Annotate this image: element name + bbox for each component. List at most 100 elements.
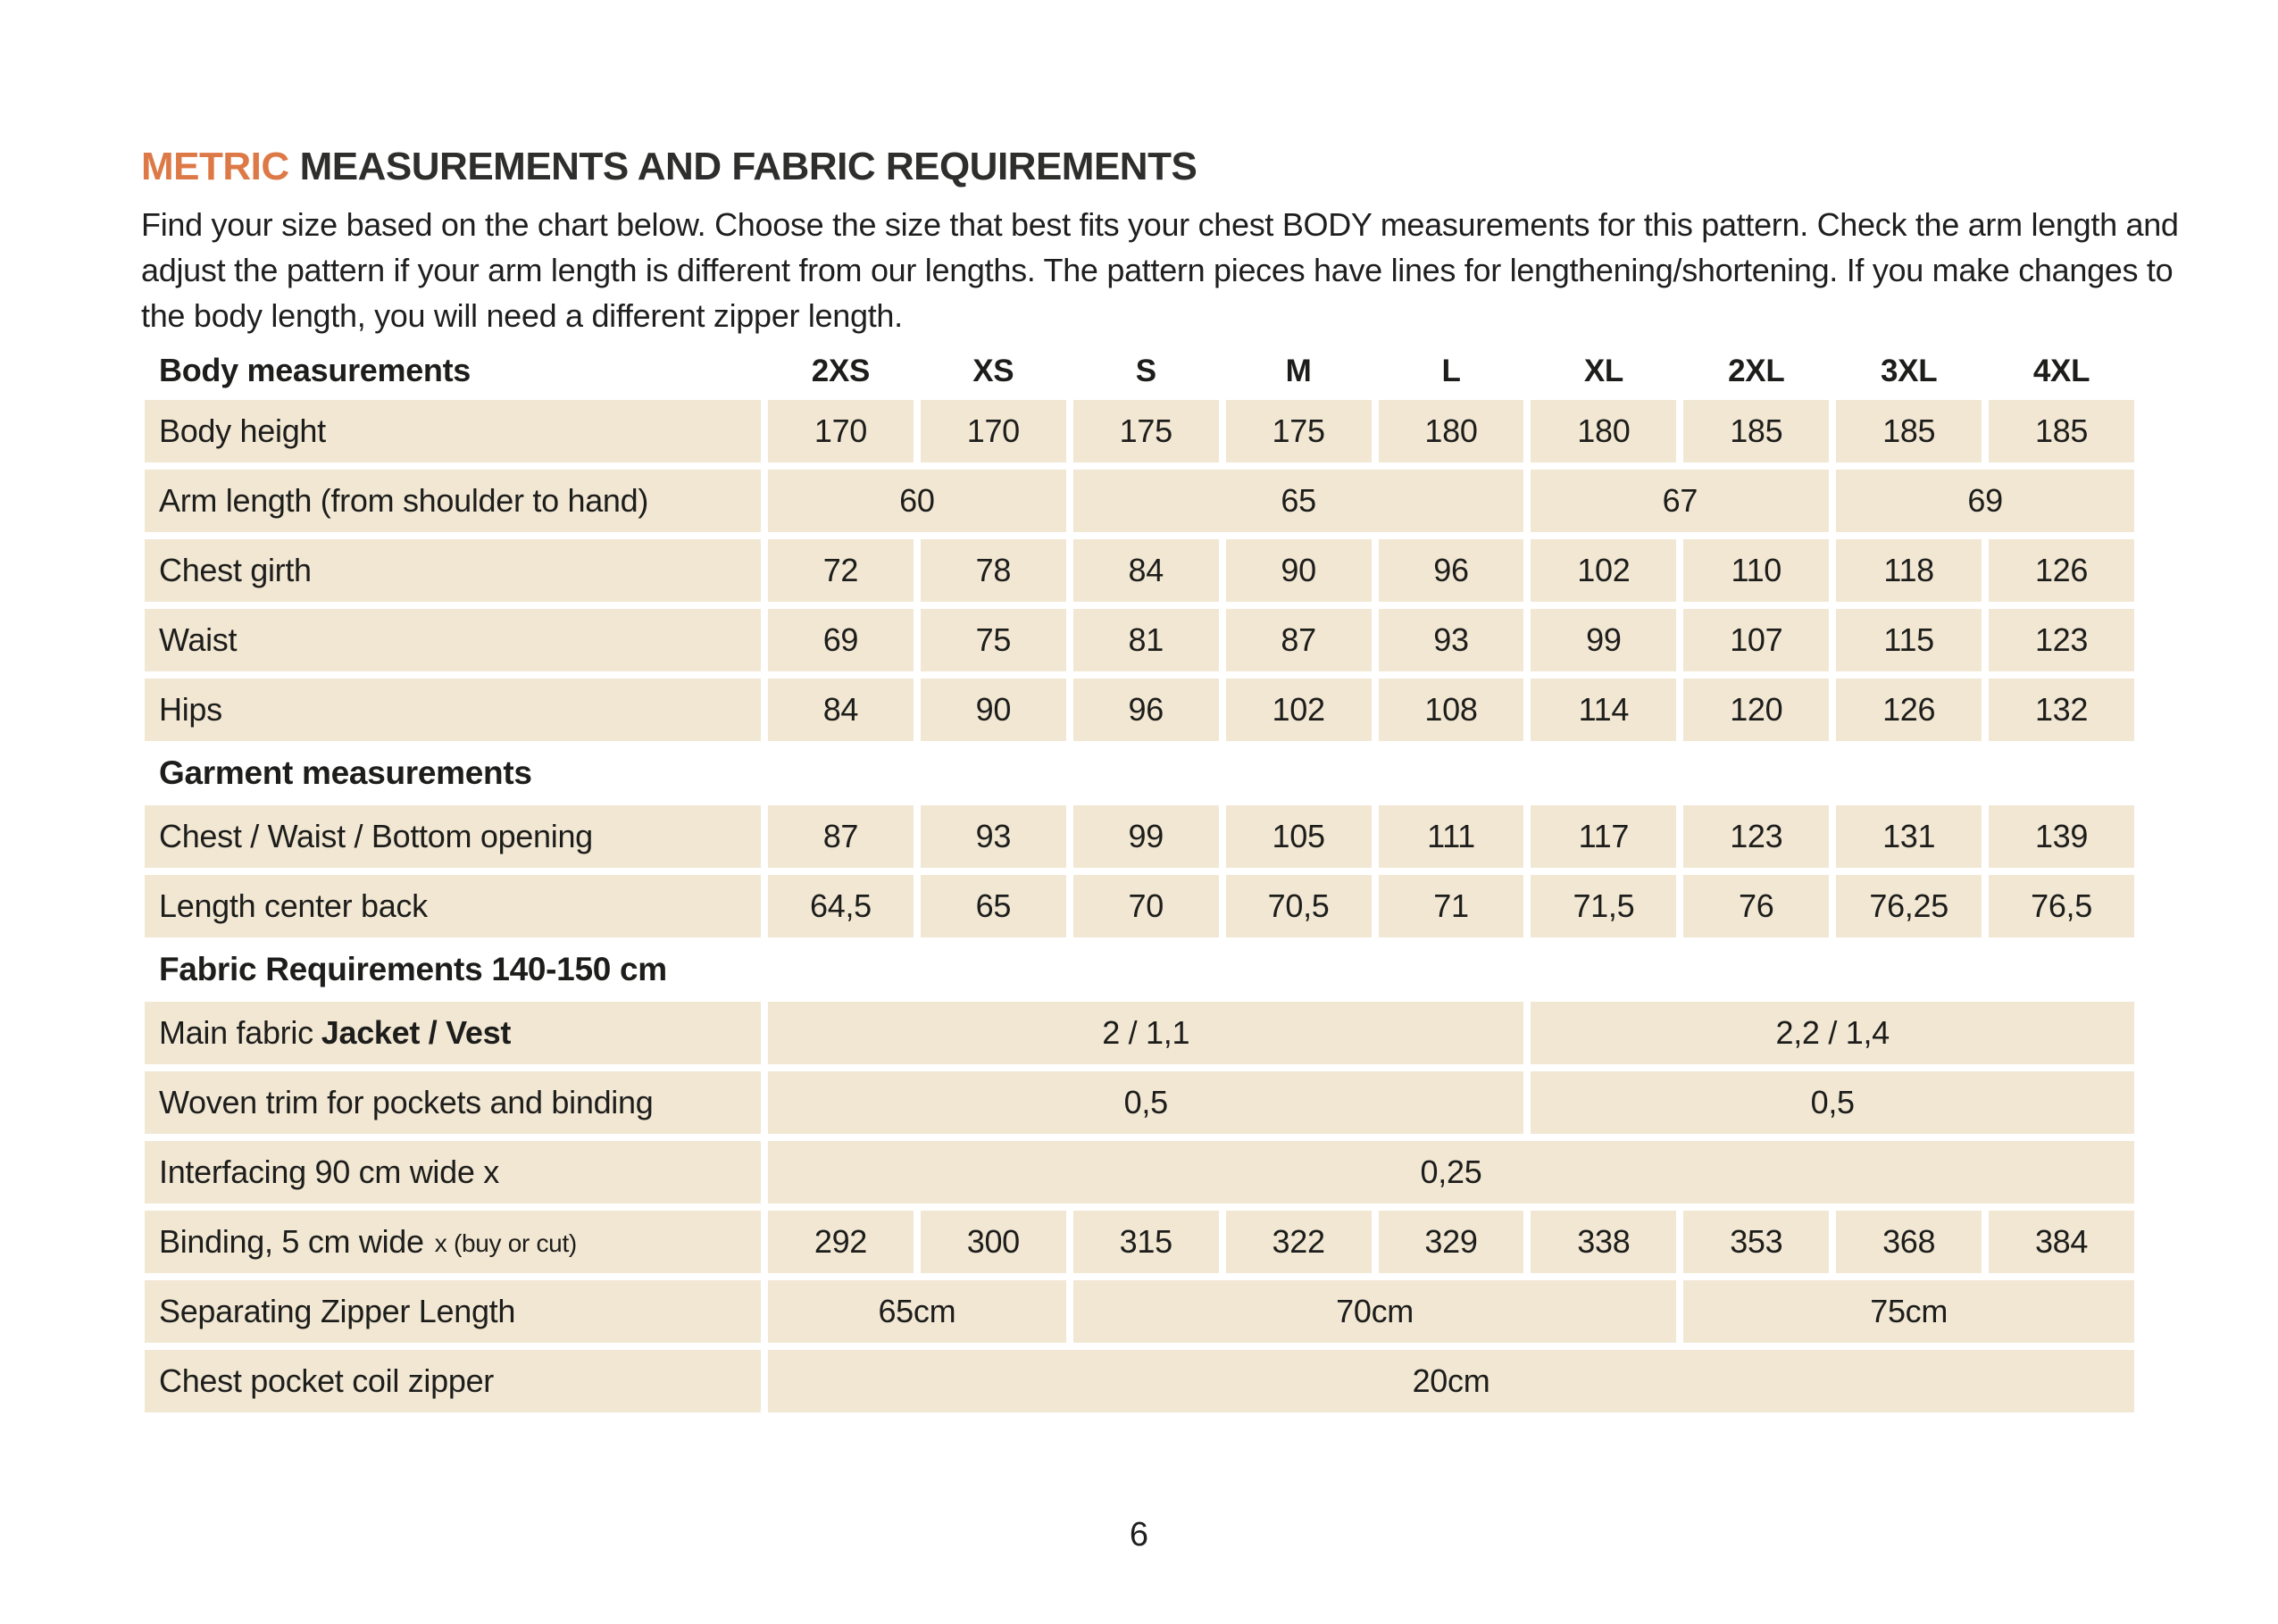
value-cell: 175	[1225, 400, 1372, 462]
row-label-cell: Chest girth	[145, 539, 761, 602]
value-cell: 2 / 1,1	[768, 1002, 1524, 1064]
value-cell: 0,25	[768, 1141, 2134, 1203]
value-cell: 65	[1072, 470, 1524, 532]
row-label-small-text: x (buy or cut)	[434, 1229, 577, 1257]
value-cell: 107	[1683, 609, 1830, 671]
value-cell: 93	[1378, 609, 1524, 671]
row-label-cell: Interfacing 90 cm wide x	[145, 1141, 761, 1203]
row-label-text: Body height	[159, 412, 326, 449]
value-cell: 384	[1989, 1211, 2134, 1273]
value-cell: 102	[1531, 539, 1677, 602]
value-cell: 0,5	[1531, 1071, 2134, 1134]
value-cell: 60	[768, 470, 1066, 532]
value-cell: 170	[768, 400, 914, 462]
size-header-cell: 4XL	[2032, 354, 2090, 388]
row-label-text: Hips	[159, 691, 222, 728]
row-label-text: Main fabric	[159, 1014, 313, 1051]
value-cell: 70,5	[1225, 875, 1372, 937]
value-cell: 75	[920, 609, 1066, 671]
value-cell: 76,5	[1989, 875, 2134, 937]
row-label-cell: Chest / Waist / Bottom opening	[145, 805, 761, 868]
row-label-text: Interfacing 90 cm wide x	[159, 1153, 499, 1190]
value-cell: 65cm	[768, 1280, 1066, 1343]
section-row-label: Fabric Requirements 140-150 cm	[159, 951, 667, 987]
row-label-text: Separating Zipper Length	[159, 1293, 516, 1329]
value-cell: 115	[1836, 609, 1982, 671]
value-cell: 87	[1225, 609, 1372, 671]
size-header-cell: 2XL	[1728, 354, 1785, 388]
value-cell: 102	[1225, 679, 1372, 741]
value-cell: 185	[1683, 400, 1830, 462]
row-label-cell: Separating Zipper Length	[145, 1280, 761, 1343]
value-cell: 117	[1531, 805, 1677, 868]
value-cell: 132	[1989, 679, 2134, 741]
row-label-cell: Length center back	[145, 875, 761, 937]
value-cell: 20cm	[768, 1350, 2134, 1412]
page-number: 6	[1129, 1516, 1149, 1553]
row-label-cell: Main fabric Jacket / Vest	[145, 1002, 761, 1064]
row-label-cell: Waist	[145, 609, 761, 671]
value-cell: 185	[1836, 400, 1982, 462]
value-cell: 126	[1989, 539, 2134, 602]
value-cell: 90	[1225, 539, 1372, 602]
page-title: METRIC MEASUREMENTS AND FABRIC REQUIREMEN…	[141, 145, 1197, 189]
value-cell: 93	[920, 805, 1066, 868]
page-title-rest: MEASUREMENTS AND FABRIC REQUIREMENTS	[299, 145, 1197, 188]
value-cell: 368	[1836, 1211, 1982, 1273]
value-cell: 69	[768, 609, 914, 671]
value-cell: 87	[768, 805, 914, 868]
value-cell: 76,25	[1836, 875, 1982, 937]
value-cell: 114	[1531, 679, 1677, 741]
value-cell: 78	[920, 539, 1066, 602]
value-cell: 70	[1072, 875, 1219, 937]
row-label-cell: Hips	[145, 679, 761, 741]
value-cell: 76	[1683, 875, 1830, 937]
value-cell: 75cm	[1683, 1280, 2134, 1343]
value-cell: 81	[1072, 609, 1219, 671]
row-label-text: Chest pocket coil zipper	[159, 1362, 494, 1399]
value-cell: 170	[920, 400, 1066, 462]
row-label-text: Chest girth	[159, 552, 312, 588]
size-header-cell: 2XS	[811, 354, 871, 388]
value-cell: 118	[1836, 539, 1982, 602]
value-cell: 71,5	[1531, 875, 1677, 937]
row-label-cell: Arm length (from shoulder to hand)	[145, 470, 761, 532]
value-cell: 292	[768, 1211, 914, 1273]
row-label-text: Binding, 5 cm wide	[159, 1223, 424, 1260]
value-cell: 180	[1531, 400, 1677, 462]
row-label-text: Chest / Waist / Bottom opening	[159, 818, 593, 854]
value-cell: 99	[1072, 805, 1219, 868]
size-header-cell: XS	[972, 354, 1014, 388]
value-cell: 338	[1531, 1211, 1677, 1273]
value-cell: 322	[1225, 1211, 1372, 1273]
value-cell: 353	[1683, 1211, 1830, 1273]
size-table-corner-label: Body measurements	[159, 352, 471, 388]
row-label-cell: Chest pocket coil zipper	[145, 1350, 761, 1412]
value-cell: 65	[920, 875, 1066, 937]
value-cell: 72	[768, 539, 914, 602]
size-header-cell: L	[1441, 354, 1461, 388]
value-cell: 185	[1989, 400, 2134, 462]
value-cell: 2,2 / 1,4	[1531, 1002, 2134, 1064]
value-cell: 96	[1378, 539, 1524, 602]
section-row-label: Garment measurements	[159, 754, 532, 791]
value-cell: 329	[1378, 1211, 1524, 1273]
value-cell: 64,5	[768, 875, 914, 937]
intro-paragraph: Find your size based on the chart below.…	[141, 206, 2179, 334]
value-cell: 84	[1072, 539, 1219, 602]
page-title-accent: METRIC	[141, 145, 289, 188]
row-label-text: Length center back	[159, 887, 428, 924]
row-label-bold-text: Jacket / Vest	[321, 1014, 512, 1051]
value-cell: 139	[1989, 805, 2134, 868]
value-cell: 111	[1378, 805, 1524, 868]
value-cell: 84	[768, 679, 914, 741]
row-label-text: Woven trim for pockets and binding	[159, 1084, 654, 1120]
size-header-cell: S	[1135, 354, 1156, 388]
value-cell: 71	[1378, 875, 1524, 937]
value-cell: 99	[1531, 609, 1677, 671]
value-cell: 175	[1072, 400, 1219, 462]
row-label-cell: Body height	[145, 400, 761, 462]
size-header-cell: 3XL	[1881, 354, 1938, 388]
row-label-text: Waist	[159, 621, 238, 658]
